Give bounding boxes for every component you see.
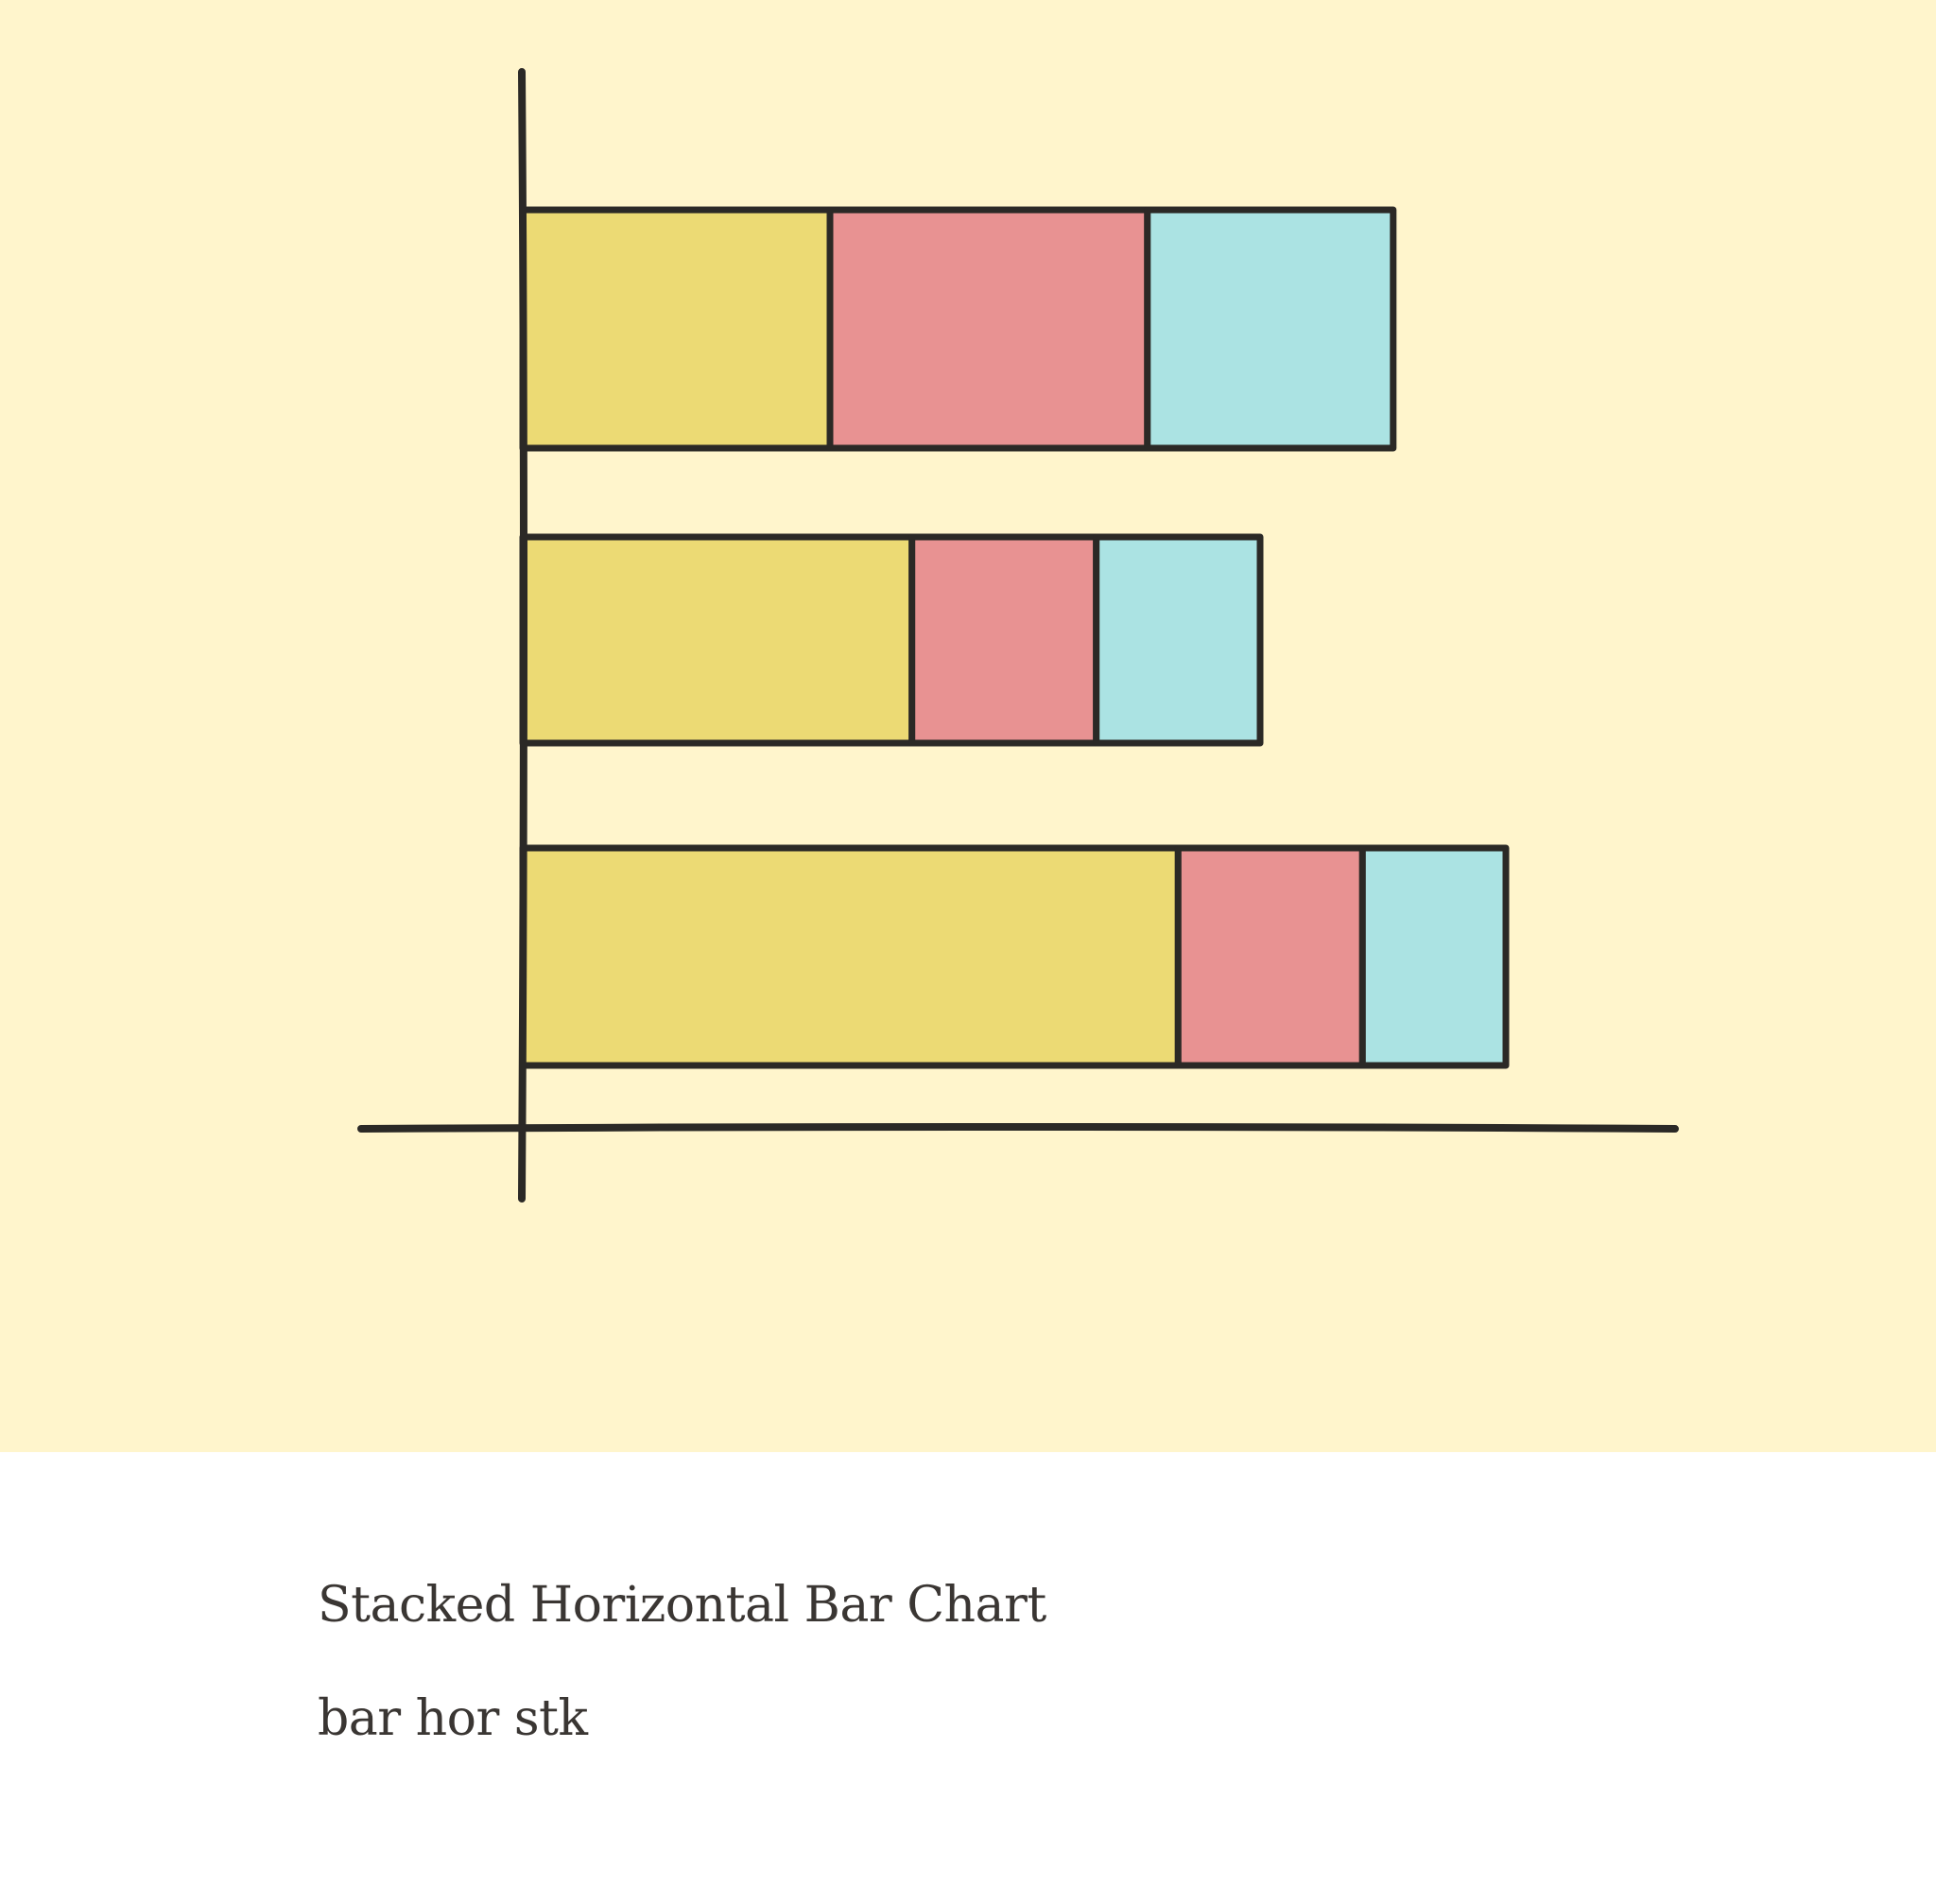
caption: Stacked Horizontal Bar Chart bar hor stk: [318, 1569, 1736, 1755]
bar-3-segment-1: [519, 844, 1182, 1069]
card-tags: bar hor stk: [318, 1690, 588, 1747]
bars-group: [519, 206, 1510, 1069]
bar-1-segment-2: [826, 206, 1151, 452]
bar-2-segment-2: [908, 533, 1100, 747]
card-title: Stacked Horizontal Bar Chart: [318, 1577, 1046, 1634]
bar-1-segment-3: [1144, 206, 1397, 452]
bar-2-segment-1: [519, 533, 916, 747]
x-axis-line: [357, 1123, 1679, 1133]
bar-3-segment-3: [1358, 844, 1510, 1069]
illustration-panel: [0, 0, 1936, 1452]
y-axis-line: [518, 68, 527, 1203]
axes-group: [357, 68, 1679, 1203]
bar-2-segment-3: [1093, 533, 1264, 747]
stacked-horizontal-bar-chart-icon: [0, 0, 1936, 1452]
bar-1-segment-1: [519, 206, 834, 452]
bar-3-segment-2: [1174, 844, 1366, 1069]
